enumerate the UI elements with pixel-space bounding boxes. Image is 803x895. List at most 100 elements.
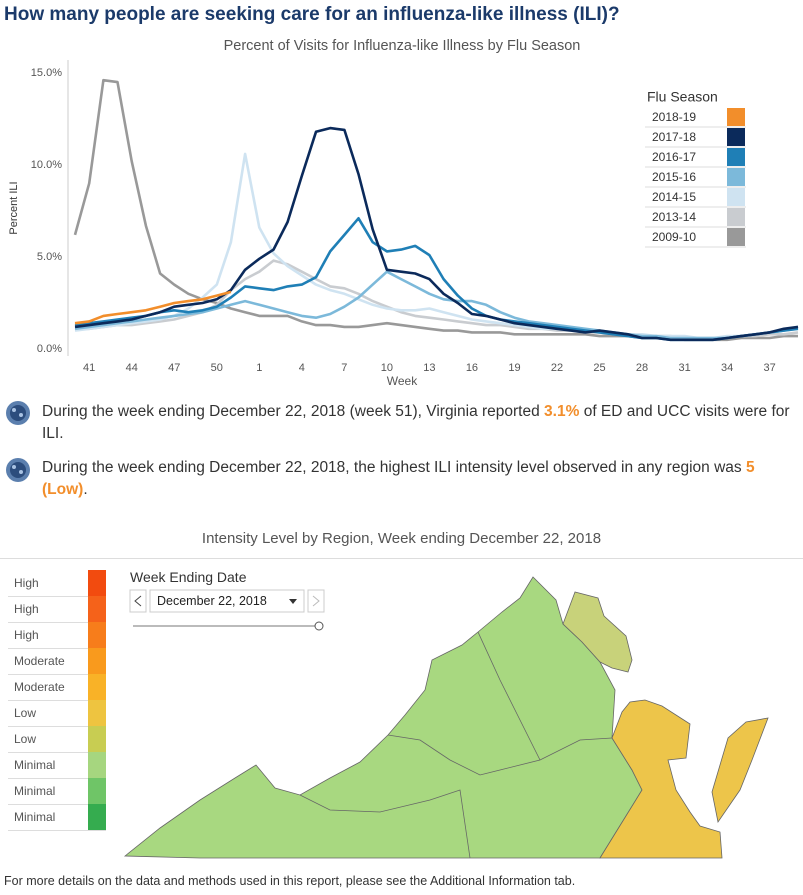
legend-label: 2013-14 bbox=[652, 210, 696, 224]
region bbox=[562, 591, 633, 673]
legend-label: Moderate bbox=[14, 654, 65, 668]
line-chart: Percent of Visits for Influenza-like Ill… bbox=[8, 38, 799, 388]
legend-swatch bbox=[727, 148, 745, 166]
note-highlight: 5 (Low) bbox=[42, 459, 755, 498]
legend-swatch bbox=[727, 168, 745, 186]
legend-label: 2018-19 bbox=[652, 110, 696, 124]
legend-swatch bbox=[88, 752, 106, 778]
legend-label: Minimal bbox=[14, 758, 56, 772]
legend-item: Minimal bbox=[8, 804, 106, 831]
filter-value: December 22, 2018 bbox=[157, 594, 267, 608]
legend-swatch bbox=[727, 128, 745, 146]
slider-handle[interactable] bbox=[314, 621, 324, 631]
legend-swatch bbox=[88, 700, 106, 726]
legend-label: 2014-15 bbox=[652, 190, 696, 204]
x-tick-label: 16 bbox=[466, 362, 478, 374]
map-title: Intensity Level by Region, Week ending D… bbox=[201, 530, 602, 547]
legend-item: Minimal bbox=[8, 778, 106, 805]
x-tick-label: 22 bbox=[551, 362, 563, 374]
note-text: During the week ending December 22, 2018… bbox=[42, 459, 746, 476]
series-line bbox=[74, 270, 799, 340]
legend-swatch bbox=[727, 188, 745, 206]
footer: For more details on the data and methods… bbox=[4, 874, 576, 888]
x-tick-label: 1 bbox=[256, 362, 262, 374]
legend-label: Low bbox=[14, 706, 37, 720]
legend-item: High bbox=[8, 596, 106, 623]
legend-label: High bbox=[14, 628, 39, 642]
x-tick-label: 13 bbox=[423, 362, 435, 374]
page-title: How many people are seeking care for an … bbox=[4, 4, 620, 25]
legend-item: Low bbox=[8, 726, 106, 753]
divider bbox=[0, 558, 803, 559]
note-highlight: 3.1% bbox=[544, 403, 580, 420]
y-tick-label: 10.0% bbox=[31, 159, 62, 171]
legend-swatch bbox=[727, 108, 745, 126]
y-tick-label: 0.0% bbox=[37, 343, 62, 355]
legend-swatch bbox=[727, 208, 745, 226]
series-line bbox=[74, 290, 232, 325]
virus-icon bbox=[6, 458, 30, 482]
note-text: During the week ending December 22, 2018… bbox=[42, 403, 545, 420]
legend-label: High bbox=[14, 576, 39, 590]
chart-title: Percent of Visits for Influenza-like Ill… bbox=[224, 38, 581, 54]
legend-item: Moderate bbox=[8, 674, 106, 701]
legend-label: 2017-18 bbox=[652, 130, 696, 144]
x-tick-label: 47 bbox=[168, 362, 180, 374]
x-tick-label: 25 bbox=[593, 362, 605, 374]
note: During the week ending December 22, 2018… bbox=[42, 457, 792, 501]
x-axis-label: Week bbox=[387, 374, 418, 388]
prev-arrow bbox=[134, 595, 142, 607]
filter-label: Week Ending Date bbox=[130, 569, 247, 585]
legend-item: High bbox=[8, 570, 106, 597]
x-tick-label: 7 bbox=[341, 362, 347, 374]
x-tick-label: 31 bbox=[678, 362, 690, 374]
note-text: . bbox=[83, 481, 88, 498]
legend-swatch bbox=[88, 622, 106, 648]
legend-item: Low bbox=[8, 700, 106, 727]
y-tick-label: 15.0% bbox=[31, 67, 62, 79]
legend-swatch bbox=[88, 726, 106, 752]
x-tick-label: 4 bbox=[299, 362, 305, 374]
next-arrow bbox=[312, 595, 320, 607]
legend-item: High bbox=[8, 622, 106, 649]
legend-swatch bbox=[727, 228, 745, 246]
legend-label: Minimal bbox=[14, 784, 56, 798]
x-tick-label: 37 bbox=[764, 362, 776, 374]
legend-item: Minimal bbox=[8, 752, 106, 779]
region-border bbox=[477, 631, 541, 761]
legend-label: 2016-17 bbox=[652, 150, 696, 164]
x-tick-label: 10 bbox=[381, 362, 393, 374]
legend-label: Low bbox=[14, 732, 37, 746]
legend-swatch bbox=[88, 648, 106, 674]
dropdown-arrow bbox=[289, 599, 297, 604]
prev-button[interactable] bbox=[129, 589, 147, 613]
legend-swatch bbox=[88, 778, 106, 804]
legend-swatch bbox=[88, 596, 106, 622]
note-text: of ED and UCC visits were for ILI. bbox=[42, 403, 790, 442]
x-tick-label: 50 bbox=[211, 362, 223, 374]
legend-label: Minimal bbox=[14, 810, 56, 824]
legend-label: High bbox=[14, 602, 39, 616]
legend-swatch bbox=[88, 570, 106, 596]
legend-swatch bbox=[88, 804, 106, 830]
region bbox=[711, 717, 769, 824]
x-tick-label: 44 bbox=[126, 362, 138, 374]
next-button[interactable] bbox=[307, 589, 325, 613]
x-tick-label: 19 bbox=[508, 362, 520, 374]
region-border bbox=[299, 789, 471, 859]
y-tick-label: 5.0% bbox=[37, 251, 62, 263]
virus-icon bbox=[6, 401, 30, 425]
y-axis-label: Percent ILI bbox=[8, 181, 20, 234]
legend-label: 2015-16 bbox=[652, 170, 696, 184]
legend-label: Moderate bbox=[14, 680, 65, 694]
note: During the week ending December 22, 2018… bbox=[42, 401, 792, 445]
dropdown[interactable] bbox=[149, 589, 305, 613]
x-tick-label: 28 bbox=[636, 362, 648, 374]
map bbox=[123, 576, 769, 859]
region bbox=[599, 699, 723, 859]
legend-swatch bbox=[88, 674, 106, 700]
x-tick-label: 34 bbox=[721, 362, 733, 374]
legend-title: Flu Season bbox=[647, 89, 718, 105]
legend-label: 2009-10 bbox=[652, 230, 696, 244]
